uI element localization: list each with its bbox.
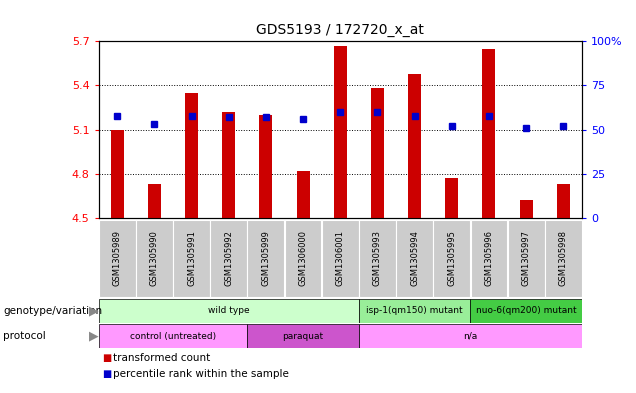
Bar [408,73,421,218]
Bar [296,171,310,218]
Bar [185,93,198,218]
FancyBboxPatch shape [508,220,544,297]
FancyBboxPatch shape [99,324,247,348]
Text: GSM1305990: GSM1305990 [150,230,159,286]
Bar [148,184,161,218]
Bar [371,88,384,218]
Text: GSM1305991: GSM1305991 [187,230,196,286]
Text: genotype/variation: genotype/variation [3,306,102,316]
Text: GSM1305996: GSM1305996 [485,230,494,286]
Text: ▶: ▶ [89,329,99,343]
Bar [483,49,495,218]
FancyBboxPatch shape [471,220,508,297]
Bar [222,112,235,218]
FancyBboxPatch shape [247,220,284,297]
Text: GSM1305999: GSM1305999 [261,230,270,286]
FancyBboxPatch shape [433,220,470,297]
FancyBboxPatch shape [545,220,582,297]
FancyBboxPatch shape [359,299,471,323]
Bar [111,130,123,218]
FancyBboxPatch shape [471,299,582,323]
Bar [557,184,570,218]
Bar [259,115,272,218]
FancyBboxPatch shape [173,220,210,297]
Text: transformed count: transformed count [113,353,210,363]
Text: percentile rank within the sample: percentile rank within the sample [113,369,289,379]
Text: wild type: wild type [208,307,249,315]
Text: GSM1305998: GSM1305998 [559,230,568,286]
FancyBboxPatch shape [136,220,173,297]
FancyBboxPatch shape [99,220,135,297]
Text: isp-1(qm150) mutant: isp-1(qm150) mutant [366,307,463,315]
Bar [445,178,459,218]
Bar [334,46,347,218]
Text: ■: ■ [102,369,111,379]
Text: GSM1305997: GSM1305997 [522,230,530,286]
Text: nuo-6(qm200) mutant: nuo-6(qm200) mutant [476,307,576,315]
FancyBboxPatch shape [99,299,359,323]
Text: paraquat: paraquat [282,332,324,340]
Text: n/a: n/a [463,332,478,340]
Text: protocol: protocol [3,331,46,341]
Text: control (untreated): control (untreated) [130,332,216,340]
Text: GSM1305992: GSM1305992 [225,230,233,286]
Text: GSM1305993: GSM1305993 [373,230,382,286]
Text: GSM1305994: GSM1305994 [410,230,419,286]
Text: GSM1306000: GSM1306000 [298,230,308,286]
Bar [520,200,533,218]
Text: ▶: ▶ [89,304,99,318]
FancyBboxPatch shape [359,220,396,297]
FancyBboxPatch shape [359,324,582,348]
Text: GSM1305989: GSM1305989 [113,230,121,286]
Text: GSM1306001: GSM1306001 [336,230,345,286]
Text: GSM1305995: GSM1305995 [447,230,456,286]
FancyBboxPatch shape [247,324,359,348]
FancyBboxPatch shape [396,220,433,297]
FancyBboxPatch shape [322,220,359,297]
FancyBboxPatch shape [285,220,321,297]
Text: ■: ■ [102,353,111,363]
Title: GDS5193 / 172720_x_at: GDS5193 / 172720_x_at [256,24,424,37]
FancyBboxPatch shape [211,220,247,297]
